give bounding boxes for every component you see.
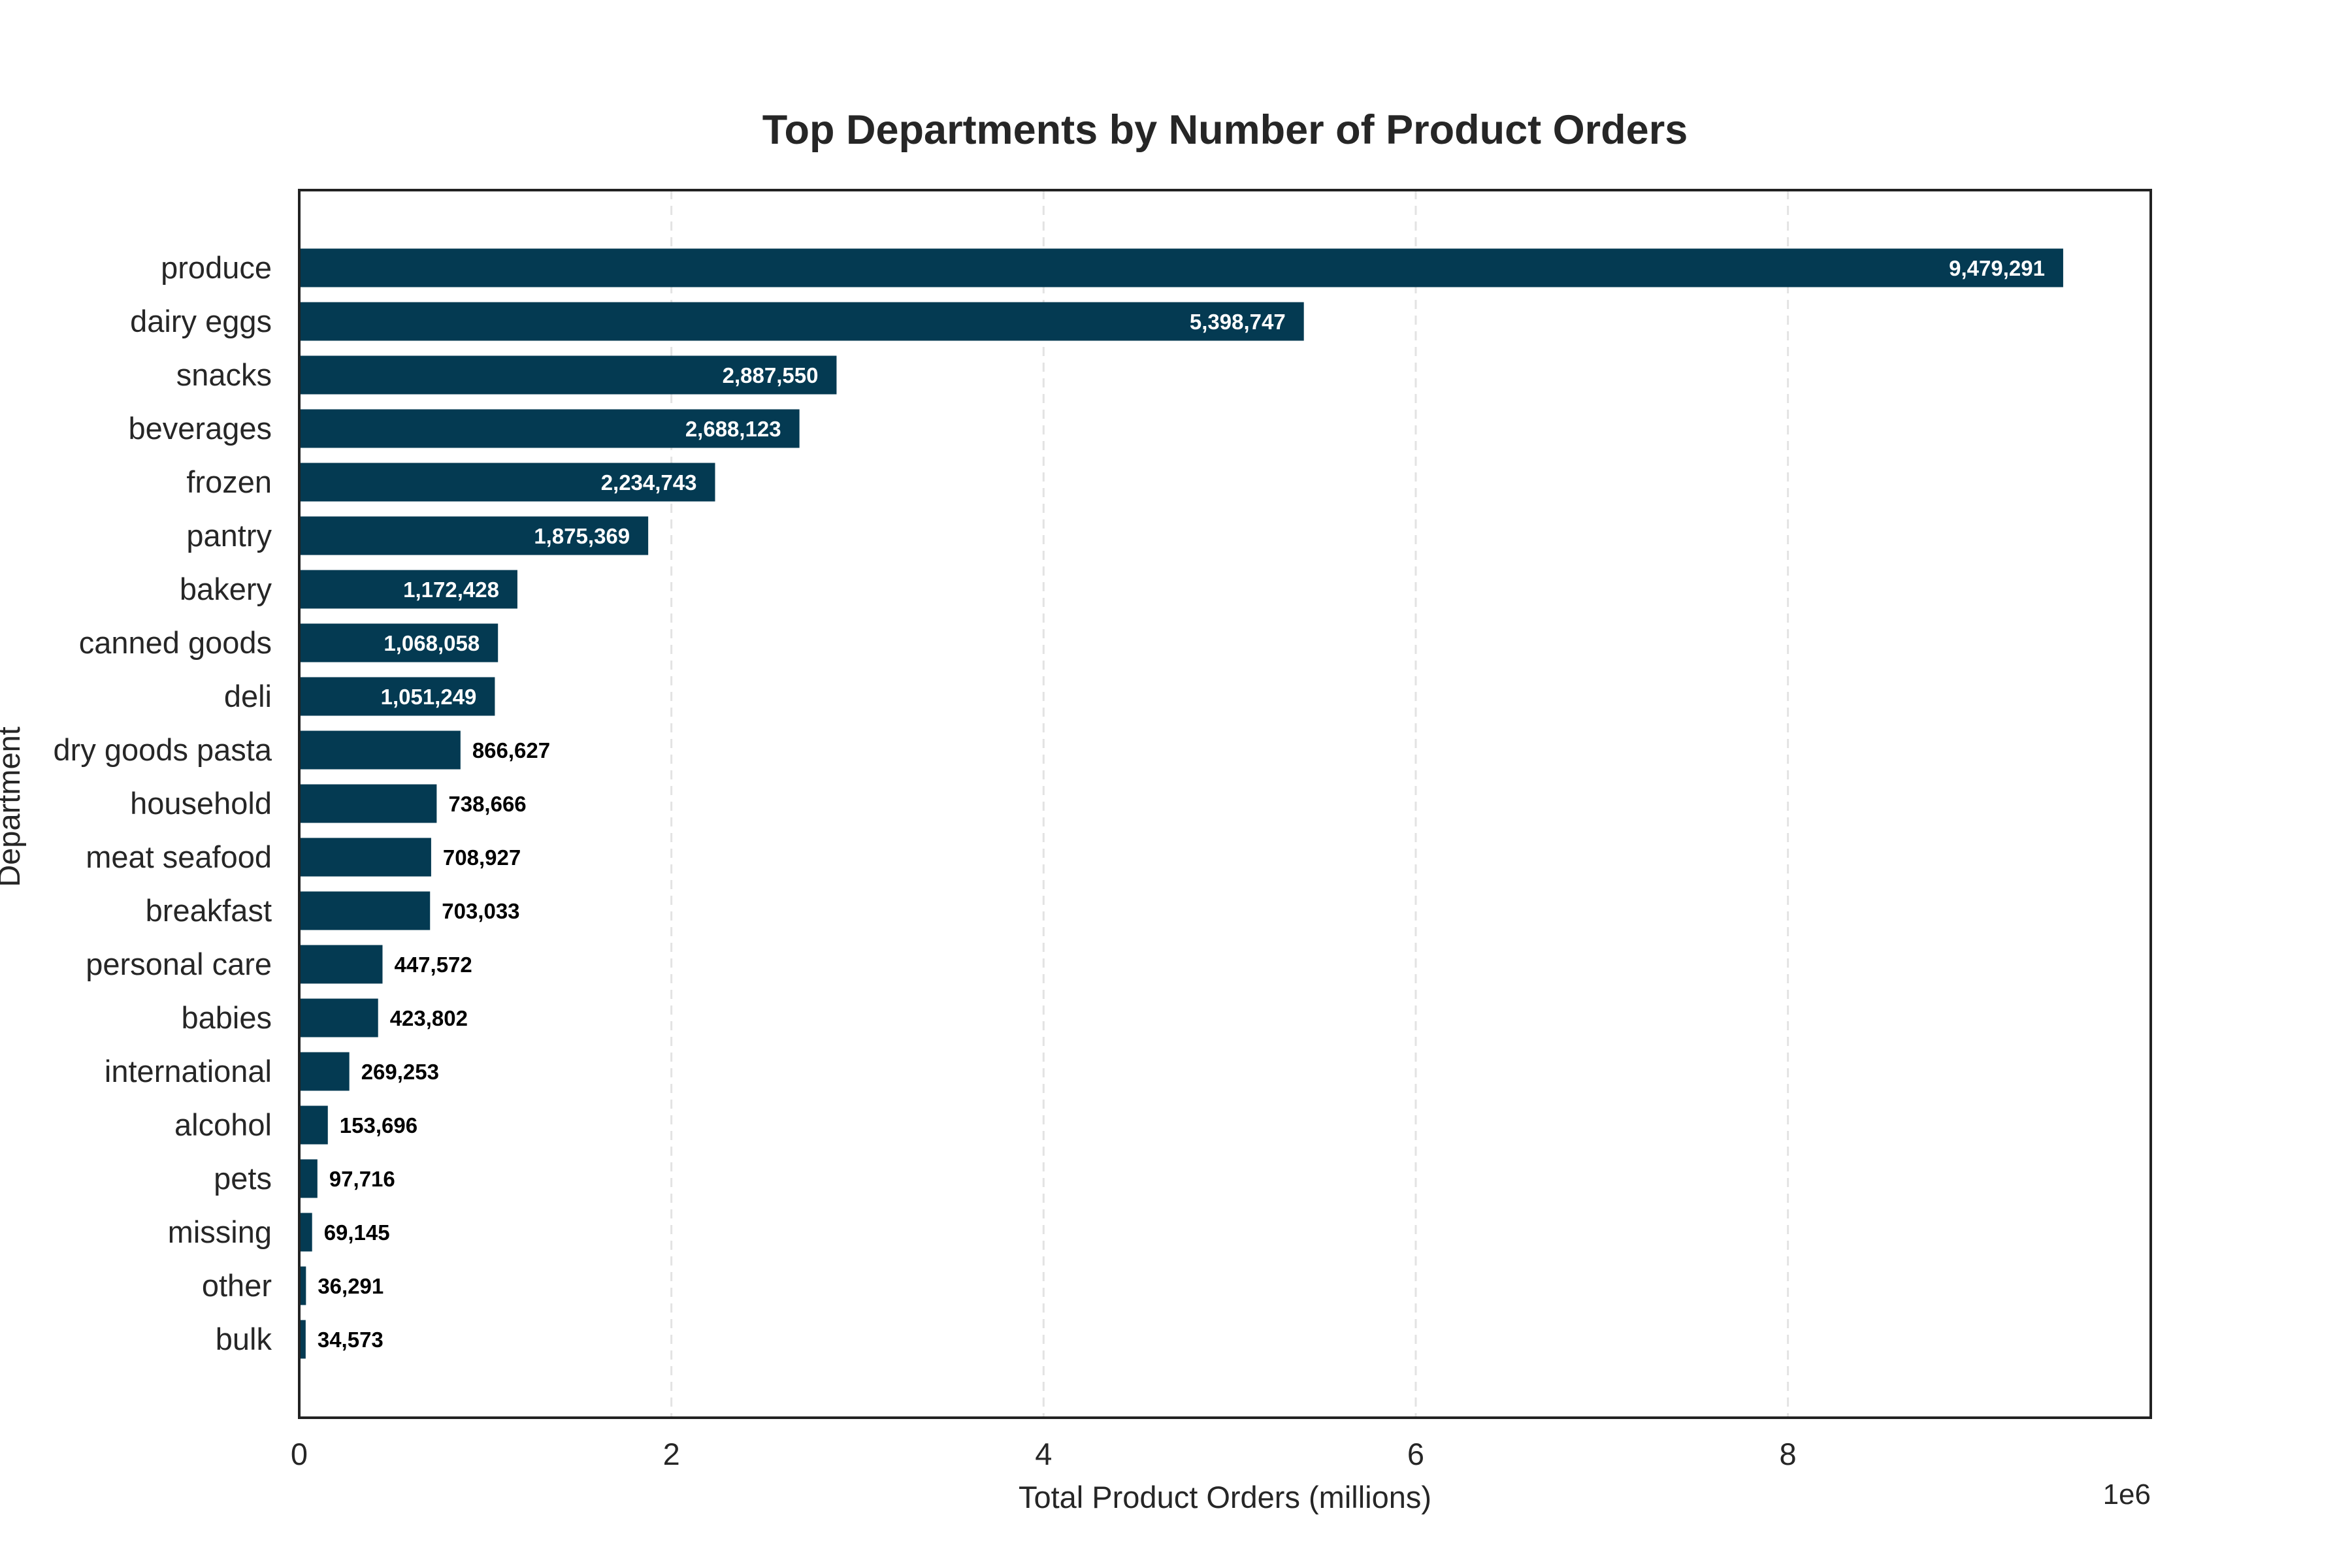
y-tick-label: produce (161, 250, 272, 285)
bar-household (299, 784, 437, 823)
x-tick-label: 6 (1407, 1437, 1424, 1471)
x-axis-label: Total Product Orders (millions) (1019, 1480, 1431, 1514)
x-tick-label: 8 (1780, 1437, 1797, 1471)
bar-value-label: 34,573 (318, 1328, 384, 1352)
y-tick-label: frozen (186, 465, 272, 499)
bar-value-label: 2,234,743 (601, 470, 697, 495)
bar-alcohol (299, 1105, 328, 1145)
bar-dry-goods-pasta (299, 730, 461, 770)
bar-bakery (299, 570, 517, 609)
bar-value-label: 153,696 (340, 1113, 417, 1137)
y-tick-label: snacks (176, 357, 272, 392)
bar-value-label: 269,253 (361, 1060, 439, 1084)
bar-value-label: 703,033 (442, 899, 519, 923)
bar-value-label: 36,291 (318, 1274, 384, 1298)
y-tick-label: pantry (186, 518, 272, 553)
y-tick-label: breakfast (146, 893, 272, 928)
y-tick-label: meat seafood (86, 840, 272, 874)
bar-dairy-eggs (299, 302, 1304, 341)
bar-value-label: 708,927 (443, 845, 521, 870)
bar-value-label: 423,802 (390, 1006, 468, 1030)
bars (299, 248, 2063, 1359)
bar-value-label: 738,666 (448, 792, 526, 816)
bar-personal-care (299, 945, 383, 984)
y-tick-label: other (202, 1268, 272, 1303)
plot-frame (298, 189, 2152, 1419)
y-tick-label: household (130, 786, 272, 821)
y-tick-label: international (105, 1054, 272, 1088)
grid-lines (670, 190, 1789, 1418)
bar-canned-goods (299, 623, 498, 662)
y-tick-label: dry goods pasta (54, 732, 272, 767)
x-tick-label: 4 (1035, 1437, 1052, 1471)
bar-value-label: 1,172,428 (403, 578, 499, 602)
bar-other (299, 1266, 306, 1305)
y-tick-label: bulk (216, 1322, 272, 1356)
bar-value-label: 1,068,058 (384, 631, 480, 655)
bar-bulk (299, 1320, 306, 1359)
bar-value-label: 2,688,123 (685, 417, 781, 441)
bar-value-label: 2,887,550 (723, 363, 819, 387)
y-tick-label: bakery (180, 572, 272, 606)
x-axis-ticks: 0 2 4 6 8 (291, 1437, 1797, 1471)
y-tick-label: dairy eggs (130, 304, 272, 338)
y-tick-label: pets (214, 1161, 272, 1196)
y-tick-label: canned goods (79, 625, 272, 660)
bar-breakfast (299, 891, 431, 930)
y-tick-label: missing (168, 1215, 272, 1249)
y-axis-label: Department (0, 727, 26, 887)
bar-frozen (299, 463, 715, 502)
data-labels: 9,479,291 5,398,747 2,887,550 2,688,123 2,23… (318, 256, 2045, 1352)
x-tick-label: 0 (291, 1437, 308, 1471)
bar-value-label: 1,051,249 (381, 685, 477, 709)
bar-pantry (299, 516, 649, 555)
y-tick-label: babies (182, 1000, 272, 1035)
bar-babies (299, 998, 378, 1037)
chart-title: Top Departments by Number of Product Ord… (762, 107, 1688, 153)
x-tick-label: 2 (663, 1437, 680, 1471)
bar-pets (299, 1159, 318, 1198)
bar-value-label: 866,627 (472, 738, 550, 762)
bar-missing (299, 1213, 312, 1252)
bar-value-label: 97,716 (329, 1167, 395, 1191)
bar-snacks (299, 355, 837, 395)
y-tick-label: deli (224, 679, 272, 713)
x-axis-offset-label: 1e6 (2103, 1478, 2151, 1511)
bar-beverages (299, 409, 800, 448)
bar-deli (299, 677, 495, 716)
bar-international (299, 1052, 350, 1091)
y-tick-label: beverages (129, 411, 272, 446)
y-tick-label: alcohol (174, 1107, 272, 1142)
bar-value-label: 5,398,747 (1190, 310, 1286, 334)
y-axis-ticks: produce dairy eggs snacks beverages frozen pa… (54, 250, 272, 1356)
bar-value-label: 1,875,369 (534, 524, 630, 548)
bar-value-label: 9,479,291 (1949, 256, 2045, 280)
y-tick-label: personal care (86, 947, 272, 981)
bar-produce (299, 248, 2063, 287)
bar-value-label: 69,145 (324, 1220, 390, 1245)
bar-value-label: 447,572 (394, 953, 472, 977)
bar-meat-seafood (299, 838, 431, 877)
